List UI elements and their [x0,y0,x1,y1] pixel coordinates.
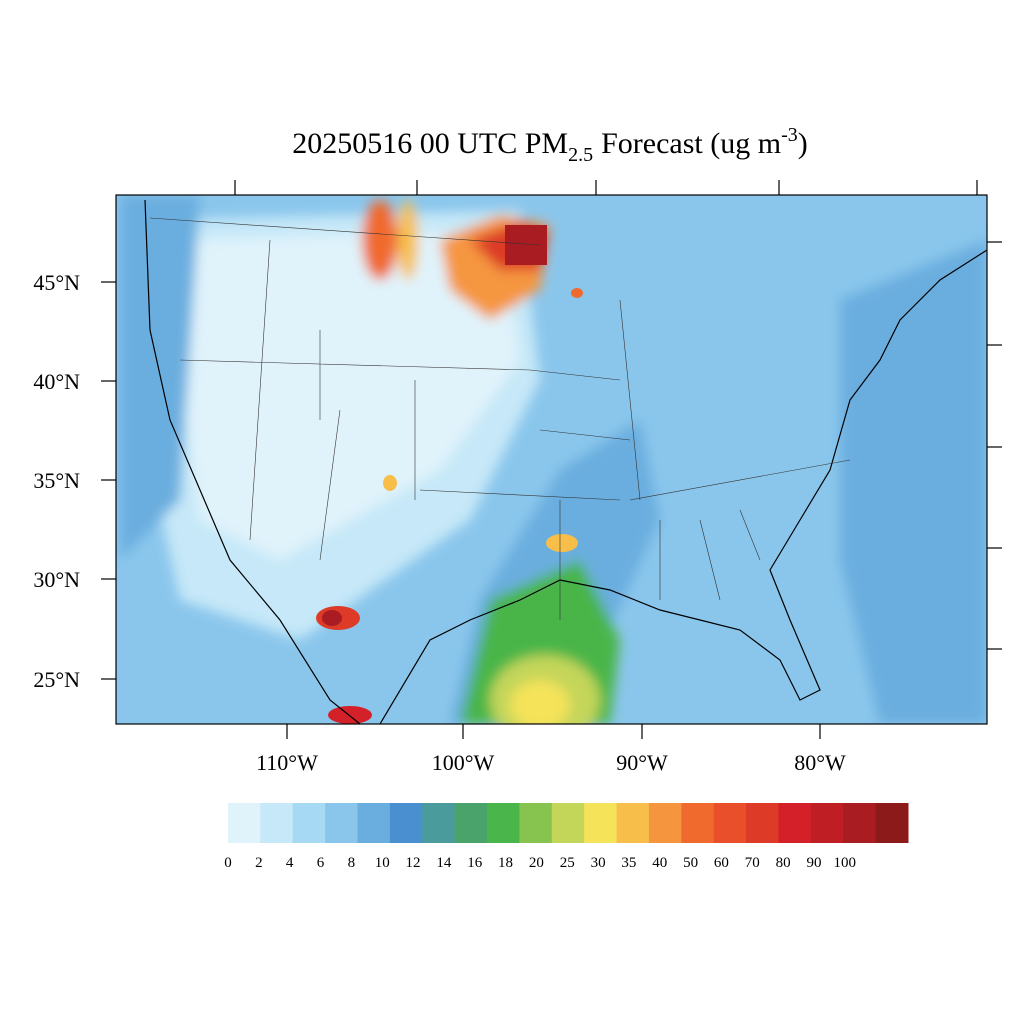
colorbar-box [487,803,520,843]
colorbar-label: 90 [806,855,821,871]
map-frame [115,194,988,725]
colorbar-label: 12 [406,855,421,871]
title-close: ) [798,127,808,160]
colorbar-box [746,803,779,843]
colorbar-label: 70 [745,855,760,871]
colorbar-box [551,803,585,843]
colorbar-label: 20 [529,855,544,871]
title-sub: 2.5 [568,144,593,166]
colorbar-label: 30 [591,855,606,871]
colorbar-label: 100 [834,855,857,871]
colorbar-label: 25 [560,855,575,871]
title-main: 20250516 00 UTC PM [292,127,568,160]
colorbar-box [648,803,682,843]
colorbar-box [681,803,715,843]
lat-label: 25°N [33,667,80,692]
colorbar-label: 40 [652,855,667,871]
colorbar-box [228,803,261,843]
colorbar-box [422,803,456,843]
colorbar-label: 4 [286,855,294,871]
colorbar-box [260,803,294,843]
colorbar-label: 0 [224,855,232,871]
colorbar-label: 50 [683,855,698,871]
lon-label: 110°W [256,750,318,775]
title: 20250516 00 UTC PM2.5 Forecast (ug m-3) [292,124,808,166]
colorbar-label: 60 [714,855,729,871]
colorbar-box [778,803,812,843]
colorbar-label: 6 [317,855,325,871]
lon-label: 80°W [794,750,846,775]
colorbar-box [584,803,618,843]
lat-label: 45°N [33,270,80,295]
colorbar-box [357,803,391,843]
colorbar-label: 10 [375,855,390,871]
colorbar-label: 8 [348,855,356,871]
colorbar-label: 18 [498,855,513,871]
frame-ticks [101,180,1002,739]
colorbar-box [454,803,488,843]
colorbar-box [325,803,359,843]
map-field [116,195,987,724]
colorbar-box [713,803,747,843]
colorbar-label: 80 [776,855,791,871]
colorbar-label: 35 [621,855,636,871]
colorbar-box [875,803,909,843]
colorbar-label: 16 [467,855,483,871]
colorbar-box [519,803,553,843]
colorbar-label: 14 [436,855,452,871]
colorbar-label: 2 [255,855,263,871]
lat-label: 30°N [33,567,80,592]
title-rest: Forecast (ug m [601,127,781,160]
lon-label: 100°W [432,750,495,775]
colorbar-box [843,803,877,843]
lat-label: 40°N [33,369,80,394]
colorbar-box [292,803,326,843]
lon-label: 90°W [616,750,668,775]
colorbar-box [389,803,423,843]
title-sup: -3 [781,124,798,146]
colorbar-box [810,803,844,843]
colorbar-box [616,803,650,843]
lat-label: 35°N [33,468,80,493]
